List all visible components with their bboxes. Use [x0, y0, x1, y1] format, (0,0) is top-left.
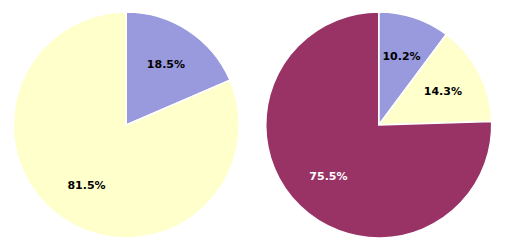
data-label: 75.5% [309, 170, 347, 183]
pie [13, 12, 239, 238]
data-label: 10.2% [382, 50, 420, 63]
data-label: 81.5% [67, 179, 105, 192]
data-label: 18.5% [147, 58, 185, 71]
data-labels: 10.2% 14.3% 75.5% [309, 50, 462, 184]
pie-slice [13, 12, 239, 238]
data-labels: 18.5% 81.5% [67, 58, 185, 192]
pie-slice [379, 34, 492, 125]
pie [266, 12, 492, 238]
pie-slice [266, 12, 492, 238]
chart-canvas: 18.5% 81.5% 10.2% 14.3% 75.5% [0, 0, 505, 250]
data-label: 14.3% [424, 85, 462, 98]
